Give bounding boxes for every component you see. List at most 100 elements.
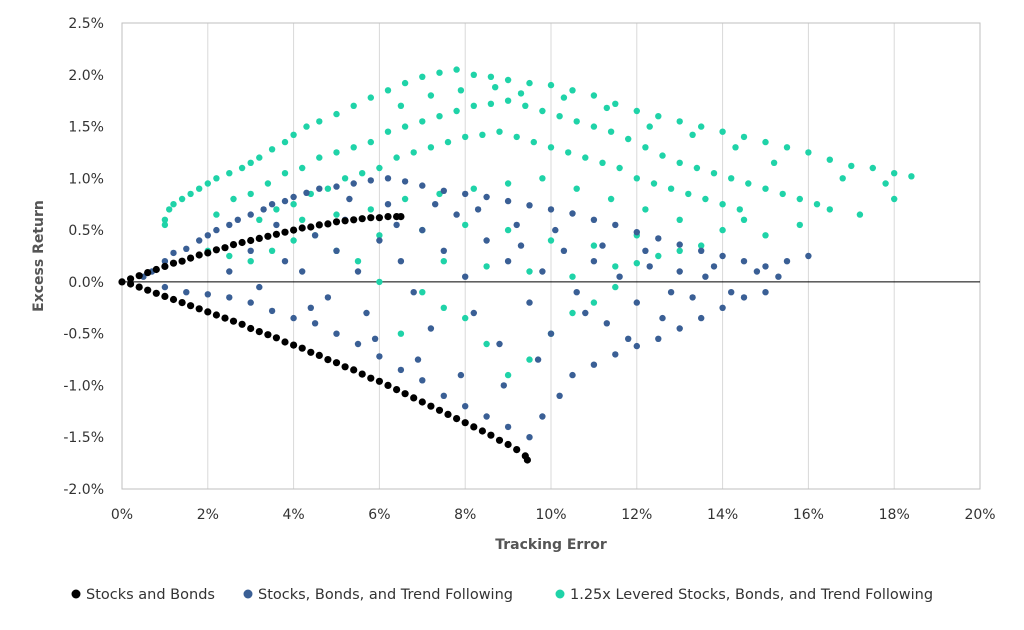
data-point-series-2 <box>427 92 435 99</box>
data-point-series-2 <box>376 232 383 239</box>
data-point-series-2 <box>462 221 469 229</box>
data-point-series-0 <box>324 220 332 228</box>
data-point-series-0 <box>135 283 143 291</box>
legend-marker-stocks-and-bonds <box>71 589 81 599</box>
data-point-series-0 <box>212 311 220 319</box>
x-tick-label: 10% <box>535 507 566 523</box>
data-point-series-2 <box>492 84 499 91</box>
data-point-series-1 <box>775 273 782 280</box>
data-point-series-1 <box>462 190 469 198</box>
data-point-series-1 <box>247 299 254 306</box>
data-point-series-0 <box>350 366 358 374</box>
data-point-series-2 <box>496 128 503 135</box>
data-point-series-0 <box>324 356 332 364</box>
y-tick-label: 0.0% <box>68 275 104 291</box>
data-point-series-2 <box>569 309 576 317</box>
data-point-series-1 <box>513 221 520 229</box>
x-axis-title: Tracking Error <box>495 537 607 553</box>
data-point-series-1 <box>719 304 726 311</box>
data-point-series-0 <box>264 232 272 240</box>
x-tick-label: 20% <box>964 507 995 523</box>
data-point-series-0 <box>135 272 143 280</box>
data-point-series-2 <box>281 170 289 177</box>
data-point-series-1 <box>504 197 512 205</box>
data-point-series-1 <box>419 377 426 384</box>
data-point-series-0 <box>229 317 238 325</box>
data-point-series-2 <box>547 144 555 151</box>
data-point-series-2 <box>504 226 512 234</box>
data-point-series-0 <box>255 234 263 242</box>
data-point-series-2 <box>698 242 705 249</box>
data-point-series-2 <box>569 273 576 280</box>
data-point-series-2 <box>762 232 769 239</box>
data-point-series-0 <box>523 456 532 464</box>
data-point-series-2 <box>247 159 254 166</box>
data-point-series-1 <box>419 226 426 234</box>
data-point-series-2 <box>161 221 169 229</box>
data-point-series-0 <box>332 359 341 367</box>
data-point-series-0 <box>178 299 186 307</box>
data-point-series-1 <box>333 330 340 337</box>
data-point-series-1 <box>204 291 211 298</box>
data-point-series-1 <box>247 211 254 218</box>
y-tick-label: -1.0% <box>63 378 104 394</box>
data-point-series-0 <box>435 406 444 414</box>
data-point-series-0 <box>393 386 401 394</box>
data-point-series-2 <box>273 206 280 213</box>
data-point-series-1 <box>268 307 276 315</box>
data-point-series-1 <box>268 201 276 208</box>
data-point-series-2 <box>367 94 374 101</box>
data-point-series-2 <box>333 149 340 156</box>
data-point-series-1 <box>273 221 280 229</box>
data-point-series-0 <box>264 331 272 339</box>
data-point-series-0 <box>298 224 306 232</box>
data-point-series-2 <box>547 81 555 89</box>
data-point-series-1 <box>350 180 357 187</box>
data-point-series-1 <box>560 247 568 254</box>
data-point-series-2 <box>710 170 718 177</box>
data-point-series-1 <box>196 237 203 244</box>
data-point-series-1 <box>290 314 297 322</box>
data-point-series-0 <box>453 415 461 423</box>
data-point-series-1 <box>582 309 589 317</box>
plot-area <box>121 22 981 490</box>
data-point-series-2 <box>736 206 743 213</box>
data-point-series-1 <box>483 193 490 201</box>
data-point-series-0 <box>307 348 315 356</box>
data-point-series-1 <box>346 195 353 203</box>
data-point-series-1 <box>633 342 640 350</box>
data-point-series-2 <box>376 278 383 286</box>
data-point-series-2 <box>427 144 435 151</box>
data-point-series-0 <box>152 289 160 297</box>
data-point-series-2 <box>479 131 486 138</box>
legend-label-stocks-and-bonds: Stocks and Bonds <box>86 587 215 603</box>
data-point-series-1 <box>367 177 374 184</box>
data-point-series-2 <box>693 164 701 172</box>
data-point-series-2 <box>573 185 580 192</box>
data-point-series-1 <box>740 258 748 265</box>
data-point-series-1 <box>440 392 447 399</box>
data-point-series-2 <box>856 211 864 218</box>
data-point-series-2 <box>376 164 383 172</box>
data-point-series-2 <box>384 87 392 94</box>
data-point-series-1 <box>457 371 465 379</box>
data-point-series-1 <box>676 325 683 332</box>
data-point-series-2 <box>397 102 405 110</box>
data-point-series-0 <box>118 278 126 286</box>
data-point-series-2 <box>290 131 297 138</box>
data-point-series-1 <box>290 193 297 201</box>
data-point-series-2 <box>462 133 469 141</box>
data-point-series-2 <box>728 175 735 182</box>
data-point-series-2 <box>522 102 529 110</box>
data-point-series-2 <box>882 180 889 187</box>
data-point-series-2 <box>226 170 233 177</box>
data-point-series-1 <box>333 247 340 254</box>
data-point-series-1 <box>414 356 422 363</box>
data-point-series-1 <box>702 273 709 280</box>
data-point-series-2 <box>238 164 246 172</box>
data-point-series-1 <box>728 289 735 296</box>
y-tick-label: -0.5% <box>63 327 104 343</box>
data-point-series-1 <box>440 187 447 194</box>
data-point-series-1 <box>710 263 718 270</box>
data-point-series-2 <box>470 102 477 110</box>
